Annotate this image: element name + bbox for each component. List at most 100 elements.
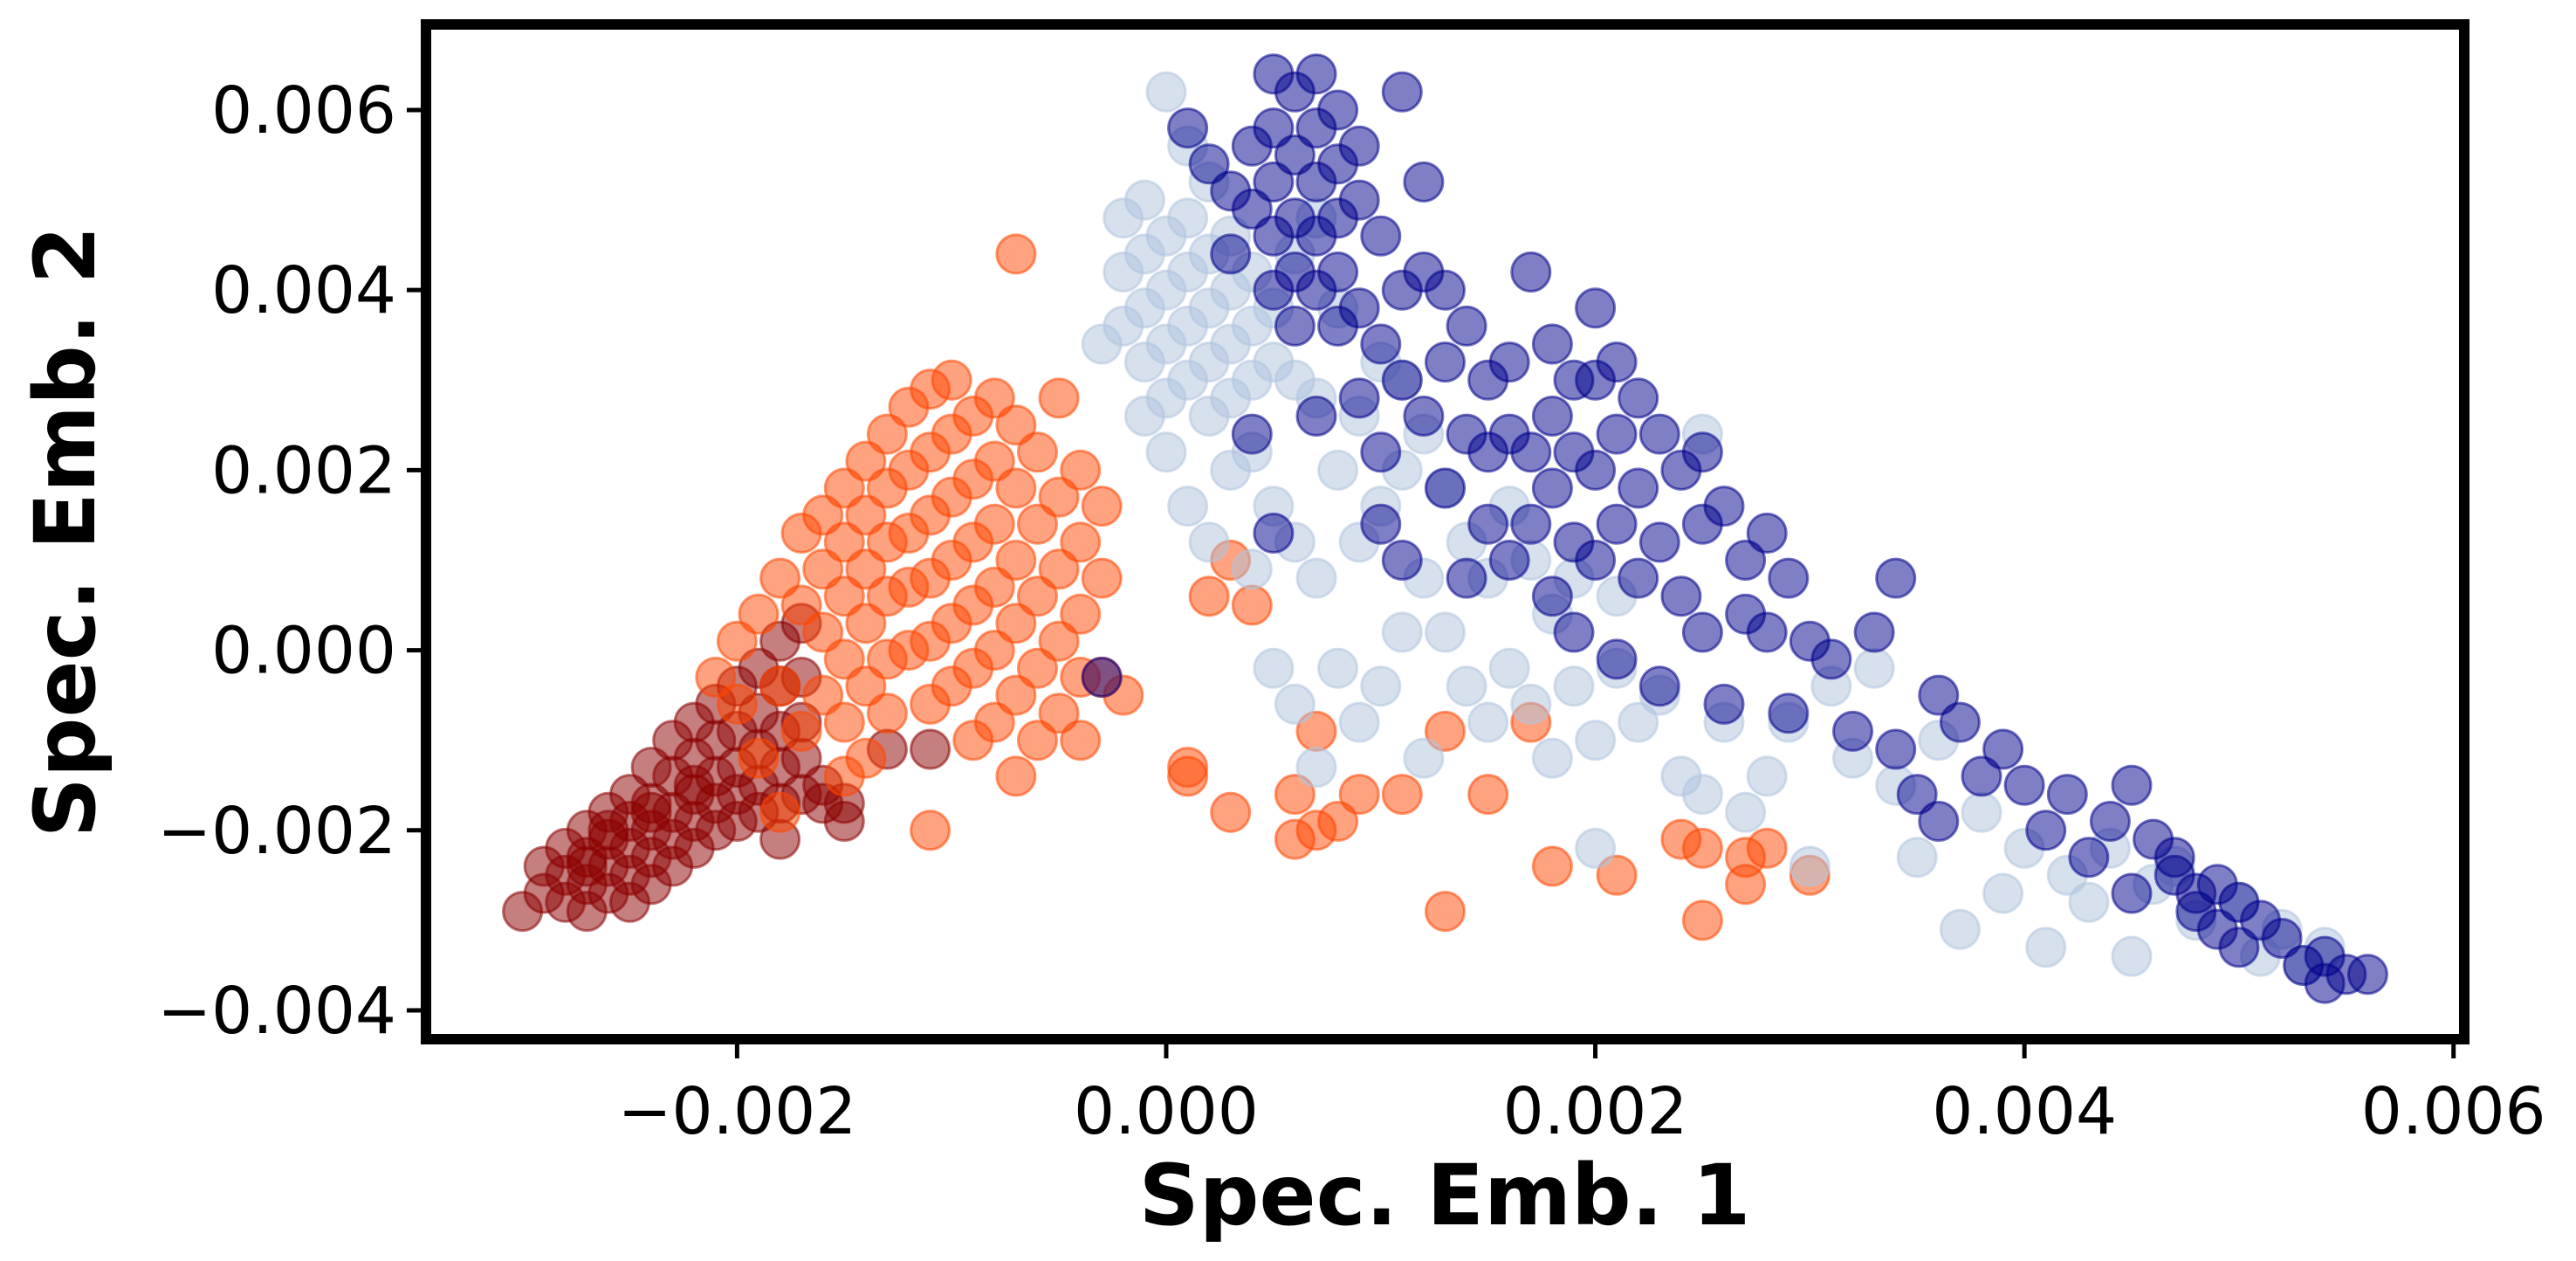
data-point: [1167, 107, 1209, 149]
data-point: [1446, 305, 1487, 347]
data-point: [910, 810, 951, 851]
data-point: [1038, 620, 1080, 662]
data-point: [1253, 161, 1295, 203]
data-point: [1746, 755, 1788, 797]
data-point: [1274, 305, 1315, 347]
data-point: [845, 494, 887, 536]
data-point: [1875, 728, 1917, 770]
x-axis-title: Spec. Emb. 1: [1139, 1147, 1751, 1244]
data-point: [1381, 774, 1423, 816]
data-point: [2025, 810, 2067, 851]
data-point: [1425, 611, 1466, 653]
data-point: [1596, 638, 1638, 680]
data-point: [1317, 449, 1359, 491]
data-point: [1982, 872, 2024, 914]
data-point: [1381, 611, 1423, 653]
data-point: [1618, 557, 1659, 599]
data-point: [802, 674, 844, 716]
data-point: [1703, 683, 1745, 725]
data-point: [1810, 638, 1852, 680]
data-point: [630, 791, 672, 833]
data-point: [716, 683, 758, 725]
data-point: [1317, 801, 1359, 842]
data-point: [1918, 674, 1960, 716]
data-point: [1425, 891, 1466, 933]
data-point: [759, 557, 801, 599]
data-point: [1017, 575, 1058, 617]
data-point: [716, 620, 758, 662]
data-point: [1531, 323, 1573, 365]
data-point: [973, 701, 1015, 743]
data-point: [1596, 341, 1638, 383]
data-point: [1531, 575, 1573, 617]
data-point: [1017, 431, 1058, 473]
data-point: [780, 710, 822, 752]
data-point: [1638, 413, 1680, 455]
data-point: [1274, 134, 1315, 176]
data-point: [1338, 179, 1380, 221]
x-tick-label: −0.002: [617, 1074, 856, 1149]
x-tick-label: 0.004: [1932, 1074, 2117, 1149]
data-point: [1531, 737, 1573, 779]
data-point: [1982, 728, 2024, 770]
y-tick-label: 0.006: [211, 73, 396, 148]
data-point: [1403, 396, 1445, 437]
data-point: [1060, 521, 1102, 563]
data-point: [802, 548, 844, 590]
data-point: [1123, 179, 1165, 221]
data-point: [1575, 449, 1617, 491]
data-point: [1488, 647, 1530, 689]
y-tick-label: −0.004: [157, 974, 396, 1049]
data-point: [1338, 125, 1380, 167]
data-point: [1360, 215, 1402, 257]
data-point: [1231, 413, 1273, 455]
data-point: [780, 584, 822, 626]
data-point: [1425, 467, 1466, 509]
data-point: [995, 540, 1037, 581]
data-point: [1918, 801, 1960, 842]
data-point: [1510, 252, 1552, 293]
data-point: [1188, 575, 1230, 617]
data-point: [1188, 143, 1230, 185]
data-point: [1875, 557, 1917, 599]
y-tick-label: 0.000: [211, 614, 396, 689]
plot-frame: [421, 19, 2470, 1044]
y-tick-label: −0.002: [157, 794, 396, 869]
data-point: [866, 413, 908, 455]
data-point: [1338, 701, 1380, 743]
data-point: [1681, 827, 1723, 869]
y-tick-label: 0.002: [211, 433, 396, 508]
data-point: [1446, 557, 1487, 599]
data-point: [1425, 710, 1466, 752]
data-point: [1681, 611, 1723, 653]
data-point: [1725, 864, 1767, 906]
data-point: [1467, 774, 1509, 816]
data-point: [1317, 252, 1359, 293]
data-point: [931, 359, 972, 401]
data-point: [1596, 413, 1638, 455]
data-point: [802, 611, 844, 653]
data-point: [1231, 548, 1273, 590]
data-point: [1145, 71, 1187, 113]
data-point: [973, 503, 1015, 545]
data-point: [2154, 837, 2195, 879]
data-point: [1167, 755, 1209, 797]
data-point: [1060, 720, 1102, 761]
data-point: [1746, 611, 1788, 653]
data-point: [1338, 774, 1380, 816]
data-point: [1231, 584, 1273, 626]
data-point: [1789, 845, 1831, 887]
data-point: [1488, 341, 1530, 383]
data-point: [1381, 359, 1423, 401]
data-point: [2089, 801, 2131, 842]
data-point: [1961, 755, 2002, 797]
data-point: [2068, 837, 2110, 879]
data-point: [1038, 377, 1080, 419]
data-point: [1295, 557, 1337, 599]
data-point: [910, 728, 951, 770]
data-point: [1274, 774, 1315, 816]
data-point: [1425, 341, 1466, 383]
data-point: [823, 701, 865, 743]
data-point: [1575, 540, 1617, 581]
